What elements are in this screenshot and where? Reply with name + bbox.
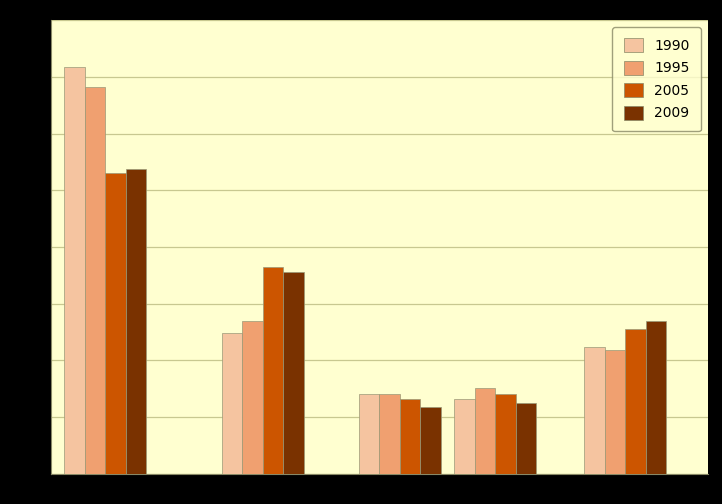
Bar (420, 407, 440, 474)
Bar (399, 400, 420, 474)
Bar (584, 347, 605, 474)
Legend: 1990, 1995, 2005, 2009: 1990, 1995, 2005, 2009 (612, 27, 700, 132)
Bar (126, 169, 147, 474)
Bar (605, 350, 625, 474)
Bar (359, 394, 379, 474)
Bar (516, 403, 536, 474)
Bar (495, 394, 516, 474)
Bar (625, 329, 646, 474)
Bar (263, 267, 283, 474)
Bar (242, 321, 263, 474)
Bar (475, 388, 495, 474)
Bar (283, 272, 304, 474)
Bar (379, 394, 399, 474)
Bar (105, 173, 126, 474)
Bar (64, 67, 84, 474)
Bar (222, 333, 242, 474)
Bar (84, 87, 105, 474)
Bar (454, 400, 475, 474)
Bar (646, 321, 666, 474)
